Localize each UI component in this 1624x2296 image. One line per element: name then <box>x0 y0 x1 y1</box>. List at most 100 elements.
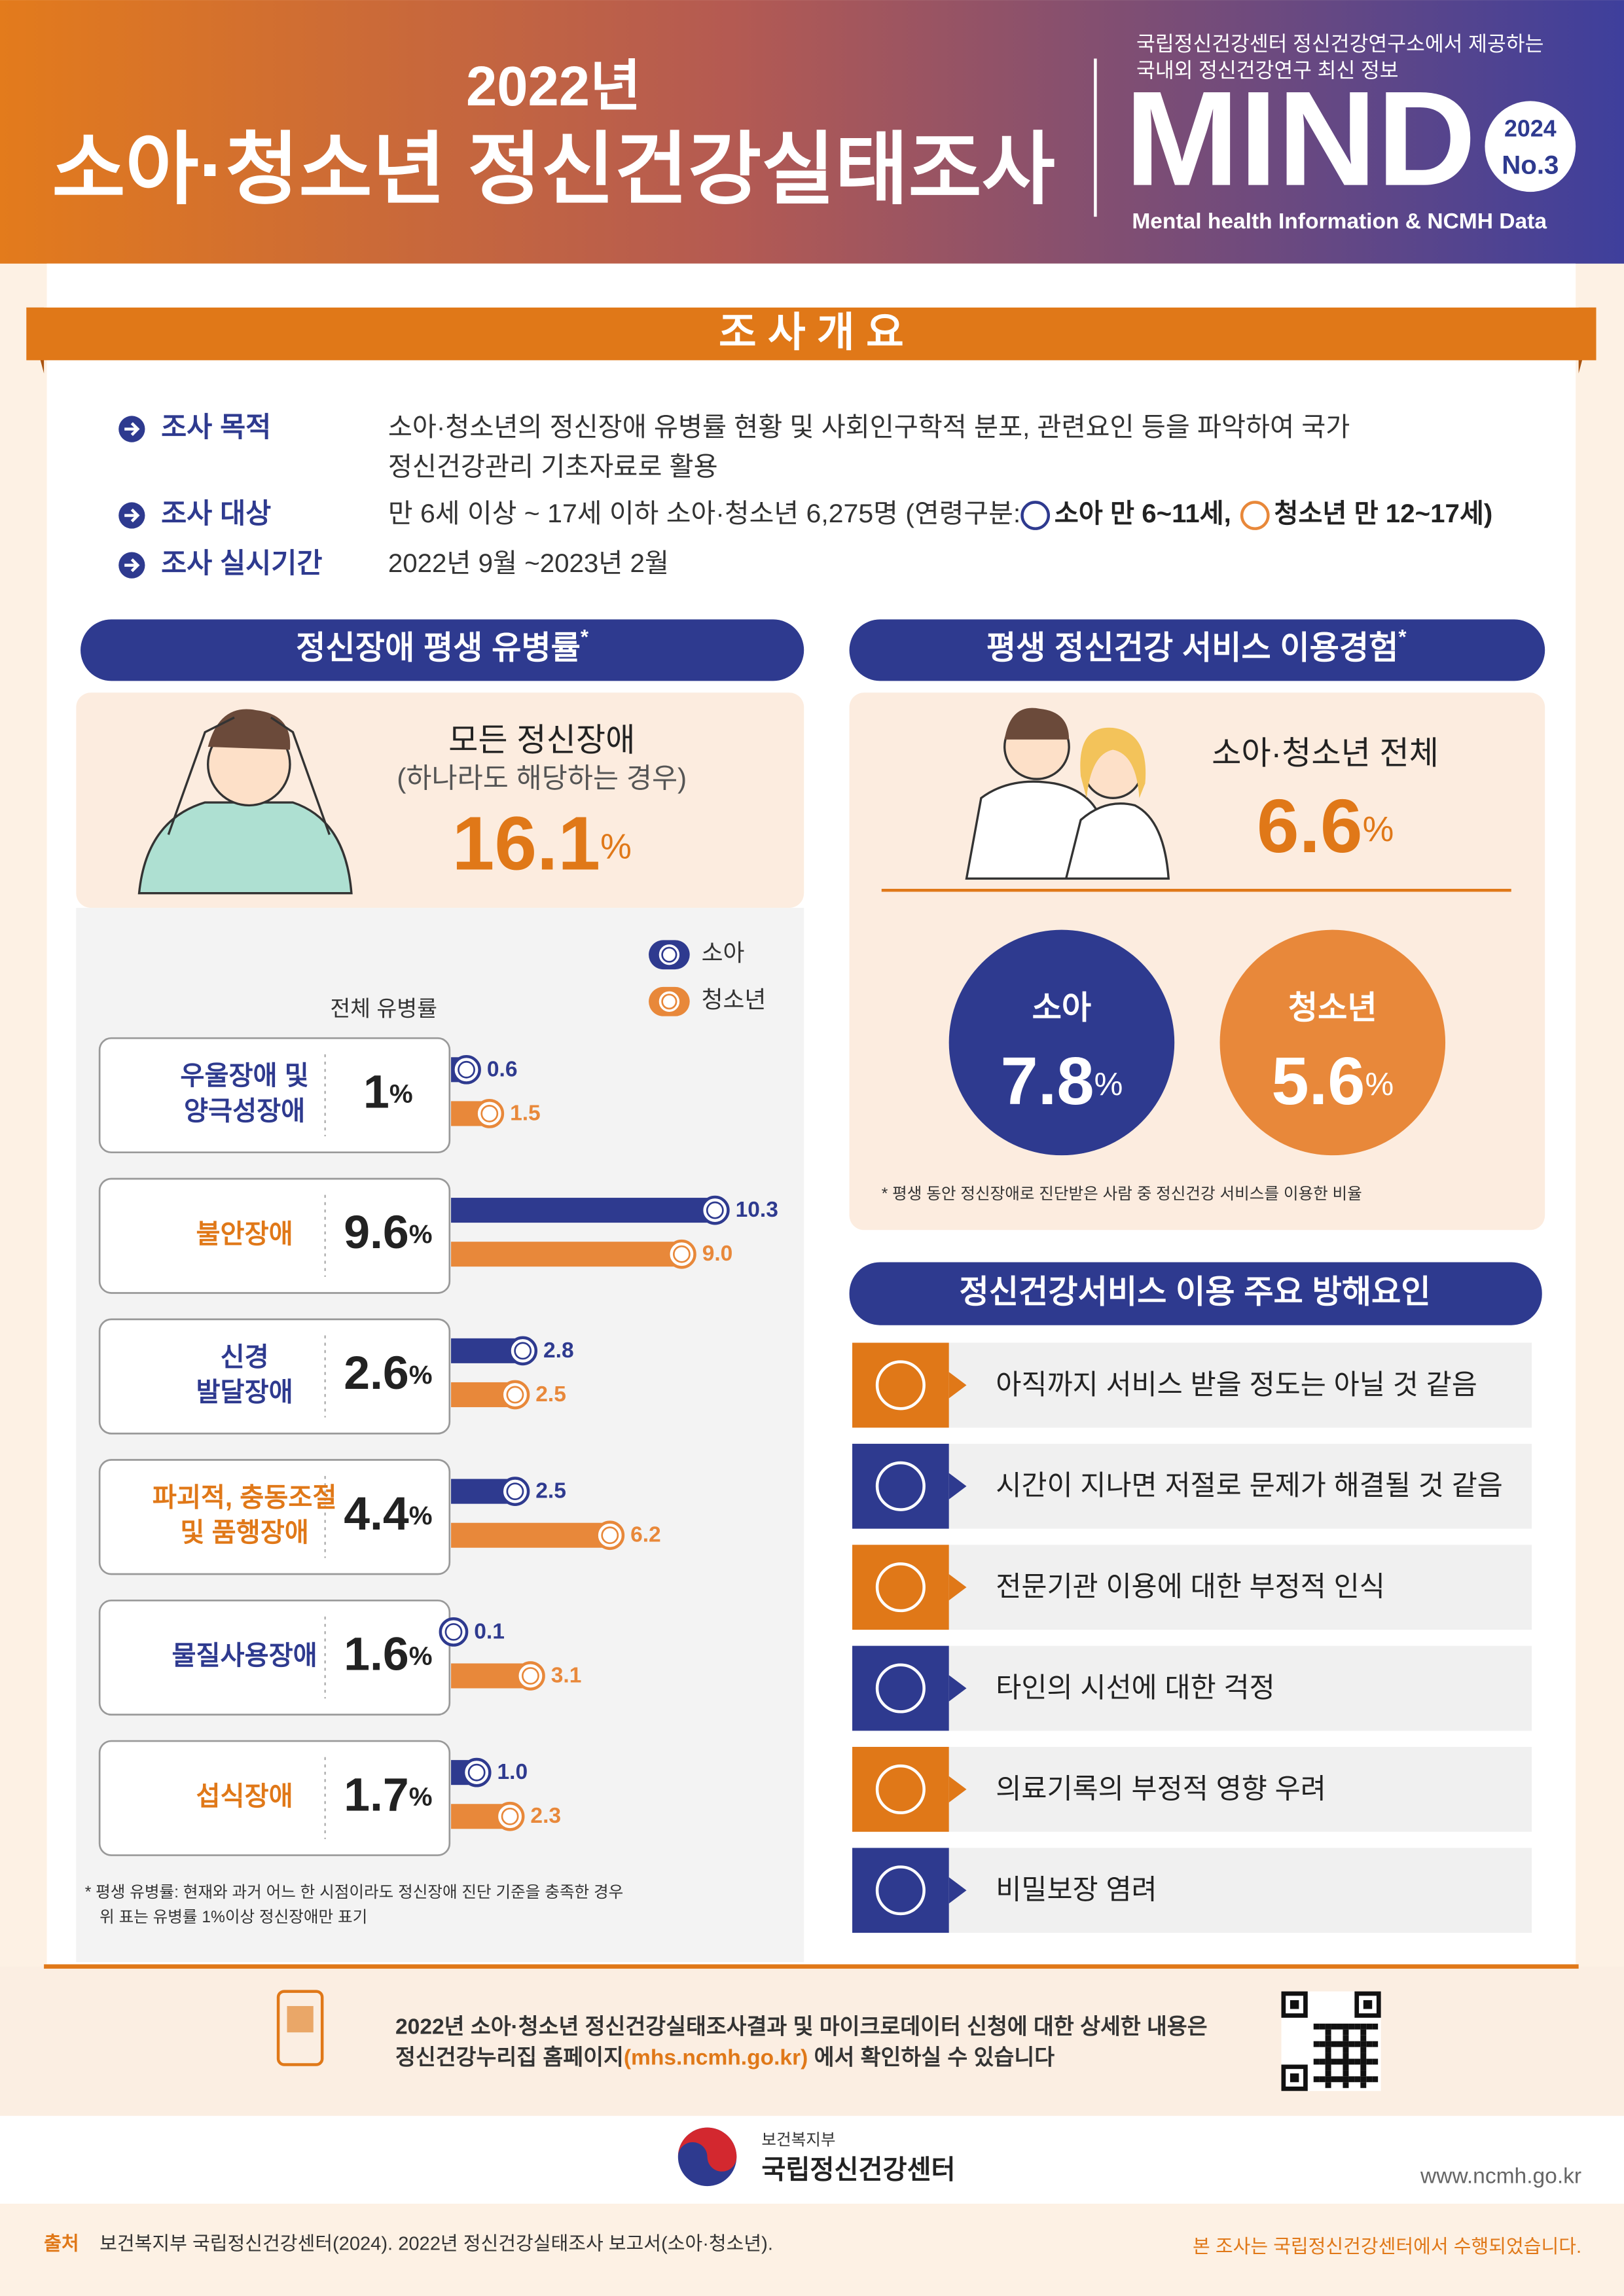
brand: MIND <box>1125 63 1476 214</box>
barrier-icon-box <box>852 1746 949 1832</box>
title-mark: * <box>1398 626 1407 649</box>
qr-module <box>1360 2070 1367 2077</box>
section-title: 정신장애 평생 유병률* <box>296 626 589 666</box>
bar <box>451 1522 610 1548</box>
group-value: 7.8% <box>1001 1043 1123 1119</box>
section-pill <box>849 619 1545 681</box>
qr-finder-core <box>1290 2073 1299 2083</box>
barrier-icon <box>875 1764 926 1814</box>
qr-module <box>1372 2058 1379 2065</box>
row-box <box>98 1037 451 1154</box>
arms <box>167 716 331 835</box>
overview-banner <box>26 307 1597 361</box>
coat <box>1064 802 1170 880</box>
section-pill <box>81 619 804 681</box>
phone-qr <box>287 2005 314 2033</box>
bar-label: 6.2 <box>630 1523 661 1547</box>
face-inner <box>458 1060 475 1079</box>
qr-module <box>1366 2041 1373 2047</box>
note: 본 조사는 국립정신건강센터에서 수행되었습니다. <box>1193 2236 1581 2257</box>
face-inner <box>514 1342 532 1360</box>
value: 7.8 <box>1001 1043 1094 1119</box>
bar-label: 0.1 <box>474 1619 505 1643</box>
bar-label: 10.3 <box>736 1198 778 1222</box>
qr-module <box>1337 2041 1343 2047</box>
issue-year: 2024 <box>1504 116 1557 142</box>
barrier-icon <box>875 1865 926 1916</box>
qr-module <box>1354 2058 1361 2065</box>
item-label: 조사 목적 <box>161 412 271 443</box>
barrier-bg <box>948 1645 1532 1731</box>
barrier-icon <box>875 1663 926 1713</box>
group-circle <box>948 929 1175 1156</box>
disorder-name: 물질사용장애 <box>172 1641 317 1670</box>
qr-module <box>1348 2058 1355 2065</box>
row-box <box>98 1318 451 1435</box>
total-rate: 4.4% <box>344 1488 432 1540</box>
group-teen: 청소년 만 12~17세) <box>1274 499 1492 528</box>
unit: % <box>409 1782 433 1811</box>
face-icon <box>475 1099 505 1128</box>
qr-module <box>1348 2041 1355 2047</box>
total-rate: 2.6% <box>344 1347 432 1399</box>
qr-module <box>1313 2023 1320 2030</box>
bar-label: 2.8 <box>543 1338 574 1363</box>
qr-module <box>1313 2076 1320 2083</box>
value: 9.6 <box>344 1206 409 1259</box>
unit: % <box>600 827 632 867</box>
qr-module <box>1354 2076 1361 2083</box>
barrier-bg <box>948 1848 1532 1933</box>
bullet-arrow <box>124 422 140 437</box>
barrier-text: 아직까지 서비스 받을 정도는 아닐 것 같음 <box>996 1370 1477 1401</box>
qr-module <box>1372 2076 1379 2083</box>
group-circle <box>1219 929 1446 1156</box>
qr-module <box>1343 2047 1349 2053</box>
child-icon <box>1020 501 1051 530</box>
qr-module <box>1343 2058 1349 2065</box>
disorder-name: 우울장애 및 <box>180 1061 308 1090</box>
face-icon <box>500 1477 530 1506</box>
info-text: 에서 확인하실 수 있습니다 <box>808 2045 1055 2070</box>
group-name: 청소년 <box>1288 990 1377 1026</box>
qr-module <box>1366 2076 1373 2083</box>
qr-module <box>1343 2023 1349 2030</box>
qr-module <box>1331 2058 1337 2065</box>
qr-module <box>1325 2064 1331 2071</box>
overview-title: 조 사 개 요 <box>719 310 904 355</box>
worried-child-illustration <box>137 709 353 895</box>
row-box <box>98 1740 451 1856</box>
intro-line: 국내외 정신건강연구 최신 정보 <box>1136 59 1399 82</box>
face-icon <box>667 1239 696 1269</box>
bar <box>451 1242 682 1267</box>
qr-module <box>1313 2058 1320 2065</box>
barrier-icon-box <box>852 1645 949 1731</box>
bar-label: 1.5 <box>510 1101 541 1125</box>
barrier-icon <box>875 1461 926 1511</box>
face-inner <box>672 1245 691 1263</box>
overview-items: 조사 목적 소아·청소년의 정신장애 유병률 현황 및 사회인구학적 분포, 관… <box>118 412 1492 579</box>
value: 5.6 <box>1271 1043 1365 1119</box>
disorder-name: 및 품행장애 <box>180 1518 308 1547</box>
service-panel <box>849 692 1545 1230</box>
face-icon <box>508 1336 538 1366</box>
barrier-icon <box>875 1562 926 1613</box>
face-inner <box>506 1386 524 1404</box>
body <box>137 801 353 895</box>
title-text: 정신장애 평생 유병률 <box>296 630 581 666</box>
issue-no: No.3 <box>1502 151 1559 180</box>
qr-module <box>1360 2041 1367 2047</box>
disorder-name: 신경 <box>221 1342 269 1372</box>
row-box <box>98 1599 451 1716</box>
face-icon <box>452 1054 481 1085</box>
barrier-text: 비밀보장 염려 <box>996 1875 1157 1906</box>
legend-label: 소아 <box>702 940 745 966</box>
qr-module <box>1348 2023 1355 2030</box>
service-groups: 소아 7.8% 청소년 5.6% <box>948 929 1446 1156</box>
face-inner <box>601 1526 619 1545</box>
highlight-sublabel: (하나라도 해당하는 경우) <box>397 764 687 795</box>
logo-red <box>677 2127 737 2172</box>
disorder-name: 양극성장애 <box>184 1096 305 1126</box>
